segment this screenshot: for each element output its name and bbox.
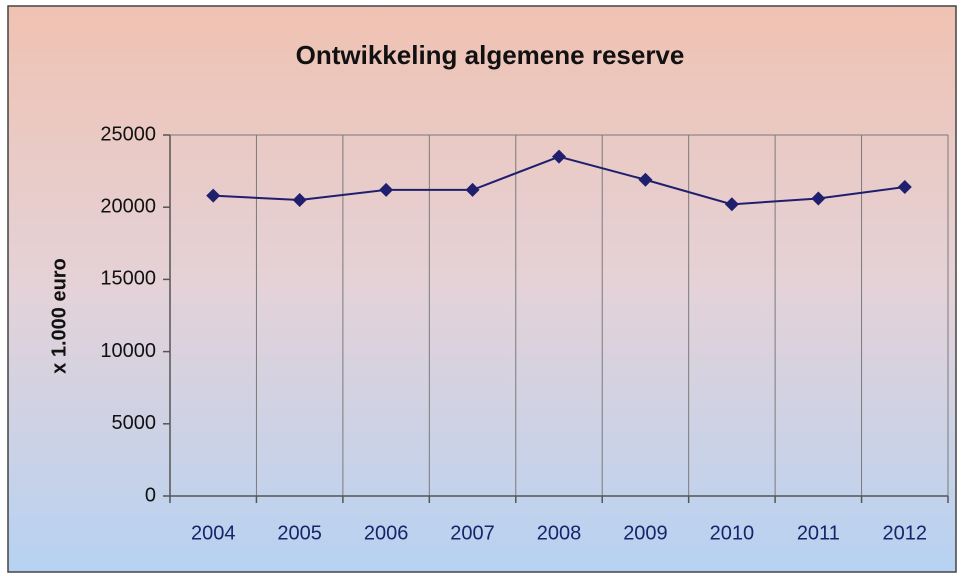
data-point [206, 188, 221, 203]
data-point [379, 182, 394, 197]
x-tick-label: 2011 [797, 522, 840, 544]
y-tick-label: 25000 [100, 123, 156, 145]
y-tick-label: 5000 [112, 412, 157, 434]
x-tick-label: 2006 [364, 522, 409, 544]
y-tick-label: 20000 [100, 195, 156, 217]
data-point [638, 172, 653, 187]
chart-background [7, 5, 957, 573]
data-point [552, 149, 566, 164]
data-point [292, 192, 307, 207]
x-tick-label: 2012 [883, 522, 928, 544]
y-axis-label: x 1.000 euro [48, 258, 70, 374]
data-point [724, 197, 739, 212]
y-tick-label: 15000 [100, 268, 156, 290]
x-tick-label: 2005 [277, 522, 322, 544]
data-point [897, 179, 912, 194]
chart-title: Ontwikkeling algemene reserve [296, 40, 685, 70]
data-point [465, 182, 480, 197]
y-tick-label: 0 [145, 484, 156, 506]
y-tick-label: 10000 [100, 340, 156, 362]
x-tick-label: 2004 [191, 522, 236, 544]
x-tick-label: 2007 [450, 522, 495, 544]
x-tick-label: 2009 [623, 522, 668, 544]
x-tick-label: 2010 [710, 522, 755, 544]
data-point [811, 191, 826, 206]
x-tick-label: 2008 [537, 522, 582, 544]
